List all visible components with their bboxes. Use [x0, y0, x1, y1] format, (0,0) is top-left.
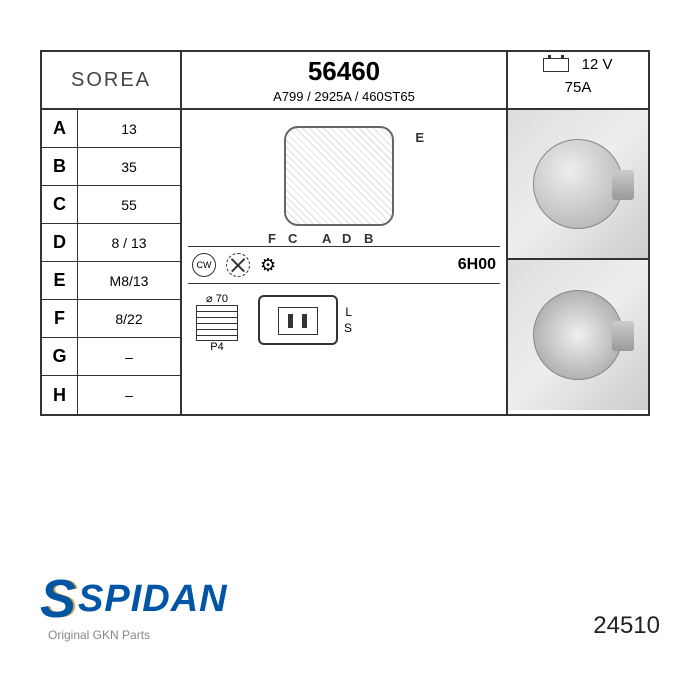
connector-diagram: L S: [258, 295, 338, 345]
sku-number: 24510: [593, 612, 660, 640]
part-number-cell: 56460 A799 / 2925A / 460ST65: [182, 52, 508, 108]
dimension-row: A 13: [42, 110, 180, 148]
dimension-letter: A: [42, 110, 78, 147]
sketch-label-e: E: [415, 130, 424, 145]
alternator-sketch: E A B C D F: [264, 116, 424, 246]
dimension-row: C 55: [42, 186, 180, 224]
dimension-row: D 8 / 13: [42, 224, 180, 262]
voltage-value: 12 V: [582, 56, 613, 73]
dimension-value: 13: [78, 110, 180, 147]
product-photo-front: [508, 260, 648, 410]
dimension-letter: G: [42, 338, 78, 375]
part-references: A799 / 2925A / 460ST65: [186, 89, 502, 104]
datasheet-card: SOREA 56460 A799 / 2925A / 460ST65 12 V …: [40, 50, 650, 416]
dimension-value: 8/22: [78, 300, 180, 337]
body-row: A 13 B 35 C 55 D 8 / 13 E M8/13 F 8/22: [42, 110, 648, 414]
manufacturer-logo-cell: SOREA: [42, 52, 182, 108]
dimension-letter: E: [42, 262, 78, 299]
alternator-front-icon: [533, 290, 623, 380]
electrical-spec-cell: 12 V 75A: [508, 52, 648, 108]
dimensions-column: A 13 B 35 C 55 D 8 / 13 E M8/13 F 8/22: [42, 110, 182, 414]
dimension-value: 35: [78, 148, 180, 185]
dimension-value: M8/13: [78, 262, 180, 299]
dimension-letter: F: [42, 300, 78, 337]
manufacturer-logo: SOREA: [71, 69, 151, 92]
alternator-side-icon: [533, 139, 623, 229]
photo-column: [508, 110, 648, 414]
pulley-diameter: ⌀ 70: [196, 292, 238, 305]
diagram-column: E A B C D F CW ⚙ 6H00 ⌀ 70 P4: [182, 110, 508, 414]
sketch-label-b: B: [364, 231, 373, 246]
no-feature-icon: [226, 253, 250, 277]
clock-position: 6H00: [458, 256, 496, 274]
sketch-body: [284, 126, 394, 226]
product-photo-side: [508, 110, 648, 260]
dimension-value: –: [78, 376, 180, 414]
amperage-value: 75A: [512, 79, 644, 96]
pulley-grooves: P4: [196, 341, 238, 353]
dimension-letter: D: [42, 224, 78, 261]
brand-name: SPIDAN: [78, 578, 228, 621]
connector-pin-l: L: [345, 305, 352, 319]
connector-inner: [278, 307, 318, 335]
dimension-row: H –: [42, 376, 180, 414]
part-number: 56460: [186, 56, 502, 87]
connector-pin-s: S: [344, 321, 352, 335]
rotation-icon: CW: [192, 253, 216, 277]
pulley-body-icon: [196, 305, 238, 341]
dimension-row: E M8/13: [42, 262, 180, 300]
dimension-row: B 35: [42, 148, 180, 186]
dimension-value: 55: [78, 186, 180, 223]
dimension-letter: B: [42, 148, 78, 185]
voltage-row: 12 V: [512, 56, 644, 73]
brand-initial-icon: S: [40, 568, 76, 630]
regulator-icon: ⚙: [260, 255, 276, 276]
dimension-value: 8 / 13: [78, 224, 180, 261]
rotation-row: CW ⚙ 6H00: [188, 246, 500, 283]
brand-tagline: Original GKN Parts: [48, 628, 150, 642]
dimension-value: –: [78, 338, 180, 375]
sketch-label-a: A: [322, 231, 331, 246]
header-row: SOREA 56460 A799 / 2925A / 460ST65 12 V …: [42, 52, 648, 110]
pulley-diagram: ⌀ 70 P4: [196, 292, 238, 348]
brand-footer: S SPIDAN: [40, 568, 228, 630]
pulley-connector-row: ⌀ 70 P4 L S: [188, 283, 500, 356]
sketch-label-c: C: [288, 231, 297, 246]
battery-icon: [543, 58, 569, 72]
sketch-label-d: D: [342, 231, 351, 246]
dimension-letter: H: [42, 376, 78, 414]
dimension-row: F 8/22: [42, 300, 180, 338]
dimension-letter: C: [42, 186, 78, 223]
dimension-row: G –: [42, 338, 180, 376]
sketch-label-f: F: [268, 231, 276, 246]
